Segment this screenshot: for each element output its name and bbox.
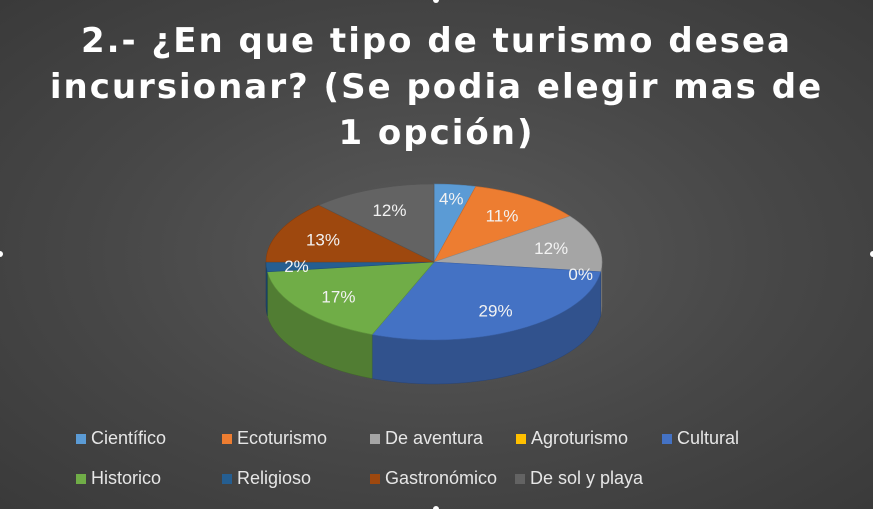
selection-handle-top[interactable] — [433, 0, 439, 3]
data-label-4: 29% — [479, 301, 513, 320]
pie-slice-4[interactable] — [371, 261, 602, 341]
pie-slice-5[interactable] — [266, 261, 435, 335]
data-label-5: 17% — [321, 287, 355, 306]
chart-title: 2.- ¿En que tipo de turismo desea incurs… — [49, 21, 824, 153]
selection-handle-right[interactable] — [870, 251, 873, 257]
selection-handle-bottom[interactable] — [433, 506, 439, 509]
data-label-3: 0% — [568, 265, 593, 284]
data-label-7: 13% — [306, 231, 340, 250]
data-label-6: 2% — [284, 257, 309, 276]
pie-slice-2[interactable] — [433, 215, 603, 273]
data-label-0: 4% — [439, 190, 464, 209]
data-label-2: 12% — [534, 239, 568, 258]
pie-slice-7[interactable] — [265, 204, 435, 263]
pie-slice-1[interactable] — [433, 186, 571, 263]
selection-handle-left[interactable] — [0, 251, 3, 257]
data-label-1: 11% — [486, 207, 519, 226]
data-label-8: 12% — [372, 201, 406, 220]
pie-slice-8[interactable] — [318, 183, 435, 263]
